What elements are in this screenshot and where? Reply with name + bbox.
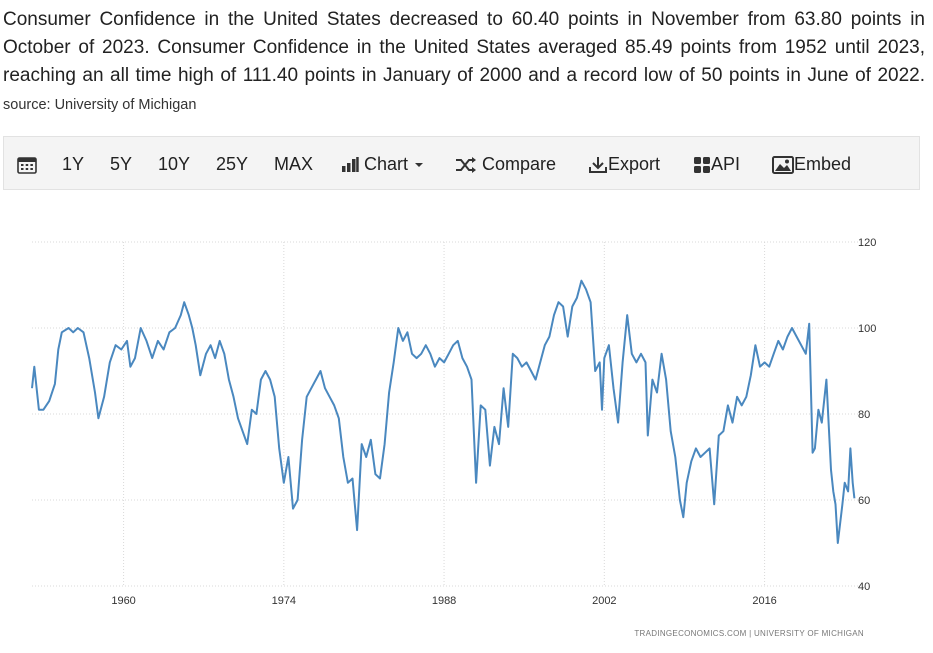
download-icon (589, 157, 607, 174)
bar-chart-icon (342, 157, 359, 173)
range-max-button[interactable]: MAX (274, 154, 314, 174)
api-label: API (711, 154, 741, 174)
compare-label: Compare (482, 154, 557, 174)
image-icon (772, 156, 794, 175)
source-link[interactable]: source: University of Michigan (3, 97, 197, 113)
export-label: Export (608, 154, 661, 174)
embed-button[interactable]: Embed (772, 137, 851, 191)
description: Consumer Confidence in the United States… (3, 6, 925, 119)
series-line (31, 279, 856, 544)
credit-text: TRADINGECONOMICS.COM | UNIVERSITY OF MIC… (634, 629, 864, 638)
range-1y-button[interactable]: 1Y (62, 154, 85, 174)
compare-button[interactable]: Compare (455, 137, 556, 191)
caret-down-icon (415, 163, 424, 168)
range-5y-button[interactable]: 5Y (110, 154, 133, 174)
gridlines (32, 241, 859, 587)
y-tick-label: 40 (858, 581, 870, 593)
line-chart: 40 60 80 100 120 1960 1974 1988 2002 2016 TRADIN… (31, 237, 876, 638)
api-button[interactable]: API (693, 137, 740, 191)
chart-type-label: Chart (364, 154, 409, 174)
grid-icon (694, 157, 710, 174)
x-tick-label: 1960 (111, 595, 135, 607)
x-axis-ticks: 1960 1974 1988 2002 2016 (111, 595, 776, 607)
embed-label: Embed (794, 154, 852, 174)
y-tick-label: 120 (858, 237, 876, 249)
shuffle-icon (456, 157, 476, 174)
chart-type-button[interactable]: Chart (341, 137, 425, 191)
y-tick-label: 60 (858, 495, 870, 507)
description-text: Consumer Confidence in the United States… (3, 9, 925, 86)
chart-area: 40 60 80 100 120 1960 1974 1988 2002 2016 TRADIN… (0, 200, 933, 653)
range-10y-button[interactable]: 10Y (158, 154, 191, 174)
export-button[interactable]: Export (588, 137, 660, 191)
x-tick-label: 2016 (752, 595, 776, 607)
x-tick-label: 2002 (592, 595, 616, 607)
range-25y-button[interactable]: 25Y (216, 154, 249, 174)
x-tick-label: 1988 (432, 595, 456, 607)
y-axis-ticks: 40 60 80 100 120 (858, 237, 876, 593)
chart-toolbar: 1Y 5Y 10Y 25Y MAX Chart Compare Export A… (3, 136, 920, 190)
y-tick-label: 80 (858, 409, 870, 421)
x-tick-label: 1974 (272, 595, 296, 607)
y-tick-label: 100 (858, 323, 876, 335)
calendar-icon[interactable] (17, 137, 37, 191)
